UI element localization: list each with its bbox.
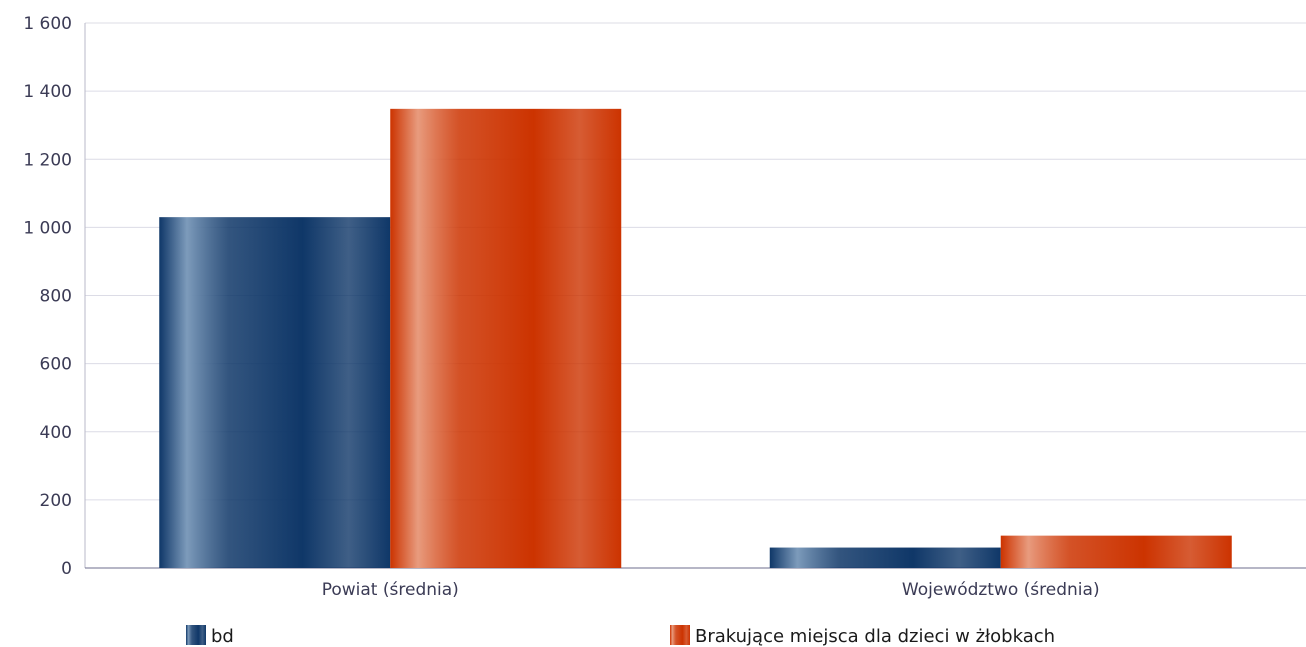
bar-brakujace-miejsca-0 xyxy=(390,108,622,569)
bar-brakujace-miejsca-1 xyxy=(1000,535,1232,568)
y-tick-label: 1 400 xyxy=(23,82,72,102)
bars xyxy=(159,108,1232,569)
y-tick-label: 0 xyxy=(61,559,72,579)
y-tick-label: 600 xyxy=(40,355,72,375)
y-tick-label: 1 200 xyxy=(23,150,72,170)
bar-bd-1 xyxy=(769,547,1001,568)
x-category-labels: Powiat (średnia) Województwo (średnia) xyxy=(322,580,1100,600)
y-tick-label: 1 000 xyxy=(23,218,72,238)
legend-swatch xyxy=(186,625,206,645)
x-category-label: Województwo (średnia) xyxy=(902,580,1100,600)
y-tick-label: 400 xyxy=(40,423,72,443)
legend-label: bd xyxy=(211,626,234,647)
legend-label: Brakujące miejsca dla dzieci w żłobkach xyxy=(695,626,1055,647)
bar-bd-0 xyxy=(159,217,391,568)
y-tick-label: 800 xyxy=(40,287,72,307)
legend: bd Brakujące miejsca dla dzieci w żłobkac… xyxy=(186,625,1055,647)
legend-swatch xyxy=(670,625,690,645)
y-tick-label: 1 600 xyxy=(23,14,72,34)
y-tick-label: 200 xyxy=(40,491,72,511)
y-tick-labels: 0 200 400 600 800 1 000 1 200 1 400 1 600 xyxy=(23,14,72,579)
x-category-label: Powiat (średnia) xyxy=(322,580,459,600)
